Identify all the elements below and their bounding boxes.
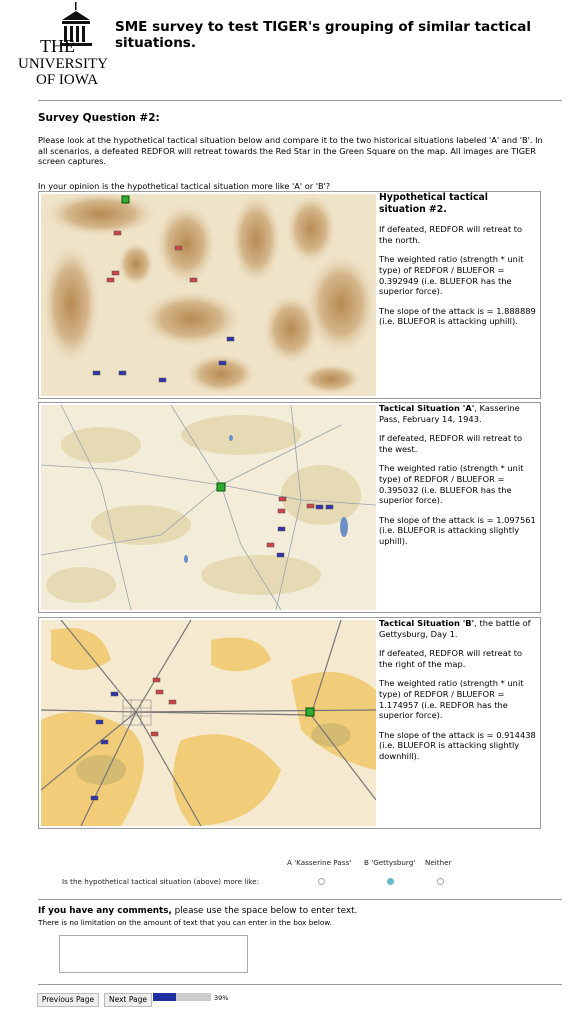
logo: THE UNIVERSITY OF IOWA	[18, 2, 108, 86]
radio-button[interactable]	[318, 878, 325, 885]
comments-lead: If you have any comments,	[38, 906, 172, 916]
rating-question: Is the hypothetical tactical situation (…	[62, 877, 260, 886]
progress-label: 39%	[214, 994, 229, 1002]
radio-button[interactable]	[387, 878, 394, 885]
panel-subtitle: , Kasserine Pass, February 14, 1943.	[379, 403, 520, 424]
paragraph: If defeated, REDFOR will retreat to the …	[379, 224, 523, 245]
prompt: In your opinion is the hypothetical tact…	[38, 181, 331, 191]
progress-track	[153, 993, 211, 1001]
paragraph: The weighted ratio (strength * unit type…	[379, 678, 524, 721]
logo-iowa: OF IOWA	[36, 72, 98, 86]
description: Tactical Situation 'A', Kasserine Pass, …	[379, 403, 537, 556]
survey-title: SME survey to test TIGER's grouping of s…	[115, 19, 532, 51]
radio-button[interactable]	[437, 878, 444, 885]
logo-the: THE	[40, 36, 75, 56]
map-image	[41, 405, 376, 610]
map-image	[41, 194, 376, 396]
progress-bar	[153, 993, 176, 1001]
paragraph: The slope of the attack is = 0.914438 (i…	[379, 729, 536, 761]
paragraph: The slope of the attack is = 1.888889 (i…	[379, 305, 536, 327]
panel-subtitle: , the battle of Gettysburg, Day 1.	[379, 618, 531, 639]
description: Tactical Situation 'B', the battle of Ge…	[379, 618, 537, 771]
paragraph: If defeated, REDFOR will retreat to the …	[379, 433, 523, 454]
divider	[38, 100, 562, 101]
paragraph: The weighted ratio (strength * unit type…	[379, 254, 524, 297]
previous-button[interactable]: Previous Page	[37, 993, 99, 1007]
question-heading: Survey Question #2:	[38, 112, 160, 124]
panel: Hypothetical tactical situation #2. If d…	[38, 191, 541, 399]
panel: Tactical Situation 'B', the battle of Ge…	[38, 617, 541, 829]
divider	[38, 899, 562, 900]
map-image	[41, 620, 376, 826]
paragraph: If defeated, REDFOR will retreat to the …	[379, 648, 523, 669]
panel-title: Tactical Situation 'A'	[379, 403, 475, 413]
comments-text: please use the space below to enter text…	[174, 906, 358, 916]
instructions: Please look at the hypothetical tactical…	[38, 135, 543, 166]
description: Hypothetical tactical situation #2. If d…	[379, 192, 537, 336]
comments-note: There is no limitation on the amount of …	[38, 918, 332, 927]
paragraph: The weighted ratio (strength * unit type…	[379, 463, 524, 506]
panel: Tactical Situation 'A', Kasserine Pass, …	[38, 402, 541, 613]
option-label: Neither	[425, 858, 452, 867]
panel-title: Tactical Situation 'B'	[379, 618, 475, 628]
comment-box[interactable]	[59, 935, 248, 973]
divider	[38, 984, 562, 985]
logo-university: UNIVERSITY	[18, 56, 108, 72]
option-label: B 'Gettysburg'	[364, 858, 416, 867]
comments-heading: If you have any comments, please use the…	[38, 906, 357, 916]
panel-title: Hypothetical tactical situation #2.	[379, 192, 488, 215]
option-label: A 'Kasserine Pass'	[287, 858, 352, 867]
paragraph: The slope of the attack is = 1.097561 (i…	[379, 514, 536, 546]
next-button[interactable]: Next Page	[104, 993, 152, 1007]
